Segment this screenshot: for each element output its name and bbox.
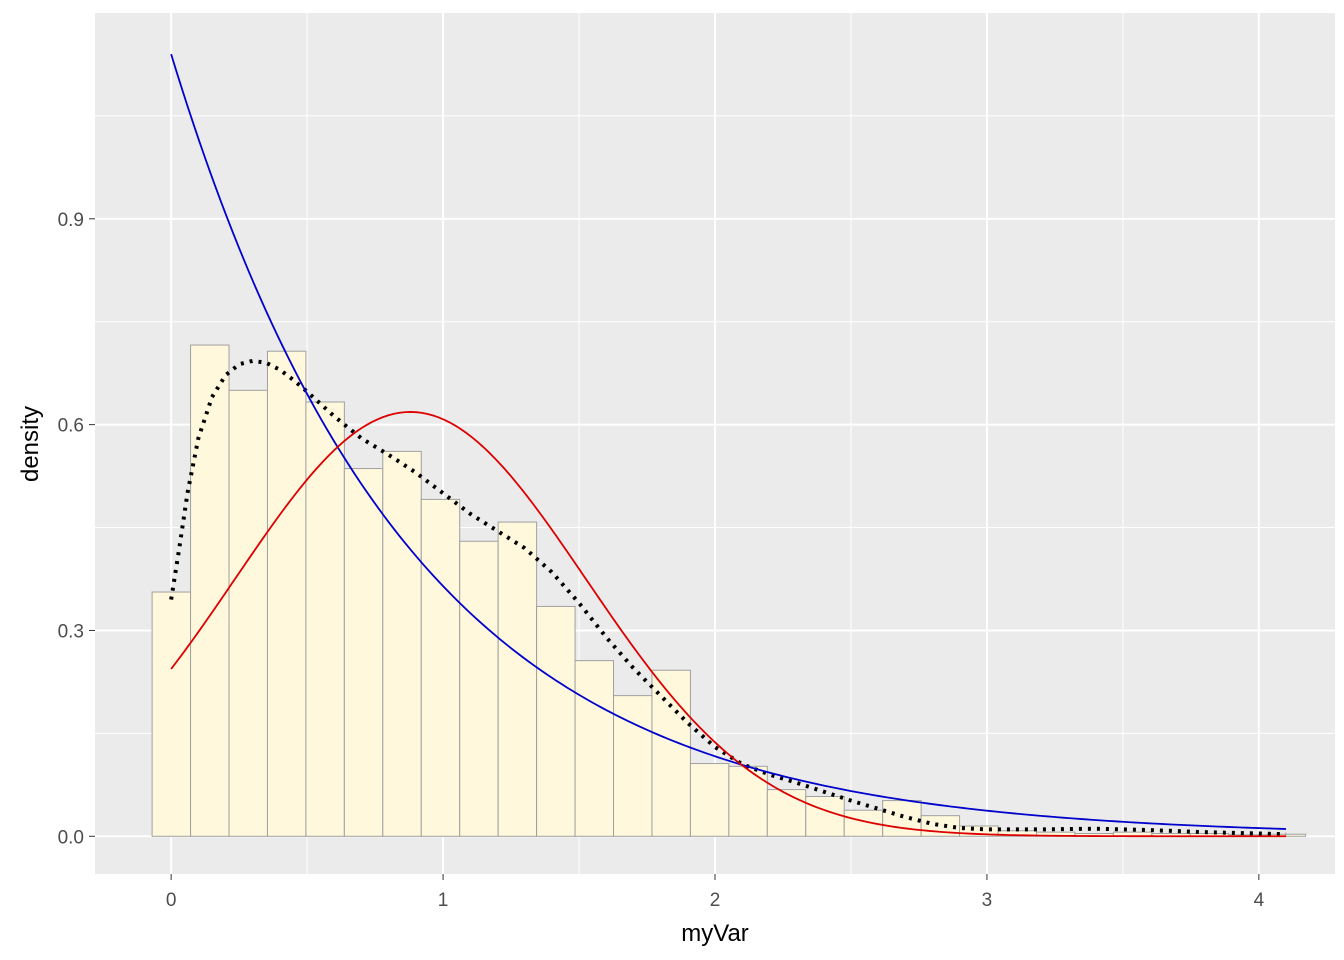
- exponential-fit-curve: [170, 53, 1287, 830]
- density-curves: [169, 53, 1287, 838]
- histogram-bar: [343, 468, 384, 837]
- y-tick-label: 0.6: [58, 416, 84, 437]
- x-tick-label: 3: [982, 890, 993, 911]
- x-axis-ticks: 0 1 2 3 4: [166, 874, 1265, 911]
- normal-fit-curve: [170, 411, 1287, 838]
- histogram-bar: [766, 789, 807, 837]
- histogram-bar: [190, 344, 230, 837]
- x-tick-label: 0: [166, 890, 177, 911]
- x-tick-label: 1: [438, 890, 449, 911]
- x-tick-label: 2: [710, 890, 721, 911]
- histogram-bar: [613, 695, 653, 837]
- y-axis-title: density: [17, 406, 44, 482]
- histogram-bar: [382, 450, 422, 837]
- histogram-bar: [689, 763, 730, 837]
- histogram-bar: [536, 605, 576, 837]
- histogram-bar: [305, 401, 345, 837]
- histogram-bar: [151, 591, 192, 837]
- histogram-bar: [228, 389, 268, 837]
- y-axis-ticks: 0.0 0.3 0.6 0.9: [58, 210, 95, 848]
- histogram-bar: [420, 498, 461, 837]
- y-tick-label: 0.3: [58, 621, 84, 642]
- histogram-bar: [459, 540, 499, 837]
- histogram-bar: [1266, 833, 1307, 837]
- y-tick-label: 0.9: [58, 210, 84, 231]
- histogram-bar: [266, 350, 307, 837]
- histogram-bar: [728, 765, 768, 837]
- y-tick-label: 0.0: [58, 827, 84, 848]
- histogram-bar: [574, 660, 615, 837]
- histogram-bar: [882, 800, 922, 837]
- histogram-bar: [497, 521, 538, 837]
- x-axis-title: myVar: [681, 920, 749, 947]
- histogram-bars: [151, 344, 1307, 837]
- histogram-bar: [651, 669, 691, 837]
- histogram-bar: [805, 795, 845, 837]
- x-tick-label: 4: [1254, 890, 1265, 911]
